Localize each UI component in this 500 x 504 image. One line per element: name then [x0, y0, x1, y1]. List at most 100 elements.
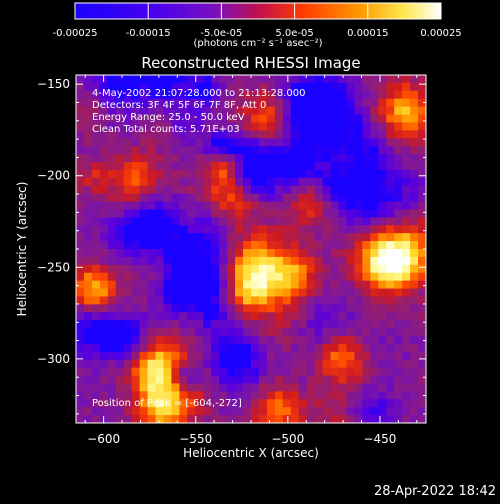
heatmap-cell	[322, 233, 331, 242]
heatmap-cell	[370, 177, 379, 187]
heatmap-cell	[338, 90, 347, 100]
heatmap-cell	[147, 98, 156, 108]
heatmap-cell	[282, 367, 292, 376]
heatmap-cell	[243, 169, 252, 179]
heatmap-cell	[235, 367, 244, 376]
heatmap-cell	[195, 272, 204, 282]
heatmap-cell	[418, 106, 426, 115]
heatmap-cell	[155, 367, 164, 376]
heatmap-cell	[155, 138, 164, 147]
heatmap-cell	[123, 185, 133, 195]
heatmap-cell	[115, 146, 125, 155]
heatmap-cell	[282, 359, 292, 369]
heatmap-cell	[83, 146, 93, 155]
heatmap-cell	[370, 90, 379, 100]
heatmap-cell	[330, 415, 339, 423]
heatmap-cell	[147, 193, 156, 202]
heatmap-cell	[251, 415, 260, 423]
heatmap-cell	[282, 336, 292, 345]
heatmap-cell	[139, 162, 148, 171]
heatmap-cell	[298, 225, 308, 234]
heatmap-cell	[282, 272, 292, 282]
heatmap-cell	[139, 351, 148, 361]
heatmap-cell	[179, 82, 188, 92]
heatmap-cell	[370, 264, 379, 274]
heatmap-cell	[163, 90, 172, 100]
heatmap-cell	[346, 312, 355, 321]
heatmap-cell	[187, 225, 196, 234]
heatmap-cell	[402, 193, 411, 202]
heatmap-cell	[131, 169, 141, 179]
heatmap-cell	[338, 343, 347, 353]
heatmap-cell	[211, 320, 220, 329]
heatmap-cell	[203, 225, 212, 234]
heatmap-cell	[187, 288, 196, 297]
heatmap-cell	[99, 343, 109, 353]
heatmap-cell	[243, 328, 252, 337]
heatmap-cell	[171, 375, 180, 384]
heatmap-cell	[235, 312, 244, 321]
heatmap-cell	[147, 225, 156, 234]
heatmap-cell	[107, 359, 117, 369]
heatmap-cell	[346, 169, 355, 179]
heatmap-cell	[251, 399, 260, 408]
heatmap-cell	[155, 122, 164, 131]
heatmap-cell	[354, 280, 363, 289]
heatmap-cell	[243, 90, 252, 100]
heatmap-cell	[179, 264, 188, 274]
heatmap-cell	[354, 264, 363, 274]
heatmap-cell	[338, 193, 347, 202]
heatmap-cell	[251, 336, 260, 345]
heatmap-cell	[83, 217, 93, 226]
heatmap-cell	[179, 328, 188, 337]
heatmap-cell	[147, 130, 156, 139]
heatmap-cell	[187, 280, 196, 289]
heatmap-cell	[91, 217, 101, 226]
heatmap-cell	[219, 146, 228, 155]
heatmap-cell	[76, 169, 85, 179]
heatmap-cell	[298, 351, 308, 361]
colorbar-tick-label: 0.00025	[420, 28, 461, 39]
heatmap-cell	[139, 399, 148, 408]
heatmap-cell	[402, 90, 411, 100]
heatmap-cell	[203, 193, 212, 202]
heatmap-cell	[131, 162, 141, 171]
heatmap-cell	[203, 138, 212, 147]
heatmap-cell	[227, 130, 236, 139]
x-tick-label: −500	[271, 432, 304, 446]
heatmap-cell	[290, 225, 300, 234]
heatmap-cell	[195, 169, 204, 179]
heatmap-cell	[322, 415, 331, 423]
heatmap-cell	[330, 256, 339, 266]
heatmap-cell	[322, 209, 331, 218]
heatmap-cell	[243, 185, 252, 195]
heatmap-cell	[258, 241, 268, 250]
heatmap-cell	[386, 336, 395, 345]
heatmap-cell	[227, 249, 236, 258]
heatmap-cell	[163, 130, 172, 139]
heatmap-cell	[298, 375, 308, 384]
heatmap-cell	[282, 225, 292, 234]
heatmap-cell	[322, 241, 331, 250]
heatmap-cell	[346, 383, 355, 392]
heatmap-cell	[195, 351, 204, 361]
heatmap-cell	[115, 201, 125, 210]
heatmap-cell	[370, 288, 379, 297]
heatmap-cell	[274, 106, 284, 115]
heatmap-cell	[171, 169, 180, 179]
heatmap-cell	[258, 351, 268, 361]
heatmap-cell	[418, 280, 426, 289]
heatmap-cell	[306, 415, 316, 423]
heatmap-cell	[266, 359, 276, 369]
heatmap-cell	[91, 343, 101, 353]
heatmap-cell	[338, 336, 347, 345]
heatmap-cell	[123, 383, 133, 392]
heatmap-cell	[314, 90, 323, 100]
heatmap-cell	[203, 177, 212, 187]
heatmap-cell	[227, 304, 236, 313]
heatmap-cell	[386, 280, 395, 289]
heatmap-cell	[386, 312, 395, 321]
heatmap-cell	[314, 272, 323, 282]
heatmap-cell	[76, 122, 85, 131]
heatmap-cell	[155, 249, 164, 258]
